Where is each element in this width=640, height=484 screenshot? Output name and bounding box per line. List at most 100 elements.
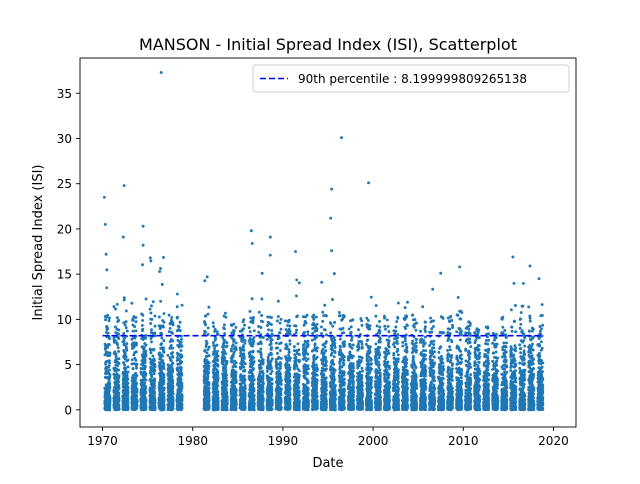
data-point [157,397,161,401]
data-point [257,330,261,334]
data-point [274,365,278,368]
data-point [204,400,208,404]
data-point [130,379,134,383]
data-point [117,328,121,332]
data-point [168,326,172,330]
data-point [240,398,244,402]
data-point [141,318,145,322]
data-point [157,315,161,319]
data-point [205,341,209,345]
data-point [221,385,225,389]
data-point [177,325,181,328]
data-point [103,342,107,346]
data-point [133,341,137,345]
data-point [141,371,145,375]
data-point [106,313,110,317]
data-point [153,359,156,363]
data-point [239,400,243,404]
data-point [176,315,179,319]
data-point [270,329,274,332]
data-point [130,358,134,362]
scatter-points [102,71,545,412]
data-point [207,305,211,309]
data-point [150,359,154,362]
data-point [234,370,238,374]
data-point [132,353,136,357]
data-point [278,366,282,370]
data-point [232,328,235,332]
data-point [151,367,155,371]
data-point [162,255,165,259]
data-point [269,398,273,402]
data-point [247,351,251,355]
data-point [140,388,144,392]
data-point [169,364,173,368]
data-point [105,286,109,290]
data-point [151,382,155,385]
data-point [213,347,217,351]
data-point [213,349,217,353]
data-point [104,376,108,380]
data-point [151,407,155,410]
data-point [135,366,139,370]
data-point [214,336,217,340]
data-point [104,392,108,396]
data-point [232,350,236,354]
data-point [277,373,281,377]
data-point [257,407,261,411]
data-point [170,315,174,319]
data-point [232,338,236,342]
data-point [260,297,264,301]
data-point [251,374,255,378]
data-point [222,365,226,369]
data-point [179,389,183,393]
data-point [144,334,148,337]
data-point [266,320,270,324]
data-point [257,310,261,314]
data-point [287,377,291,381]
data-point [130,407,134,410]
data-point [213,329,217,333]
data-point [123,383,127,387]
data-point [203,375,207,379]
data-point [259,340,263,344]
data-point [122,331,126,335]
data-point [259,326,263,329]
data-point [167,370,171,374]
data-point [176,362,180,366]
data-point [279,317,283,321]
data-point [103,353,107,357]
data-point [104,350,108,354]
data-point [141,398,145,402]
data-point [106,403,110,406]
data-point [149,351,153,355]
data-point [180,303,184,307]
data-point [251,356,255,360]
data-point [107,379,111,383]
data-point [230,336,233,339]
data-point [159,367,163,370]
data-point [250,371,254,375]
data-point [117,380,121,384]
data-point [116,361,120,365]
data-point [122,361,126,365]
data-point [252,378,256,382]
data-point [275,362,279,365]
data-point [287,374,291,378]
data-point [249,365,253,369]
data-point [107,364,111,368]
data-point [288,342,292,346]
data-point [248,309,252,313]
data-point [105,268,109,272]
data-point [162,312,166,316]
data-point [160,282,164,286]
data-point [114,331,118,335]
data-point [175,358,179,362]
data-point [203,329,206,333]
data-point [180,354,184,358]
data-point [123,403,127,407]
data-point [108,351,112,355]
data-point [284,377,287,381]
data-point [143,356,147,360]
data-point [258,367,262,371]
